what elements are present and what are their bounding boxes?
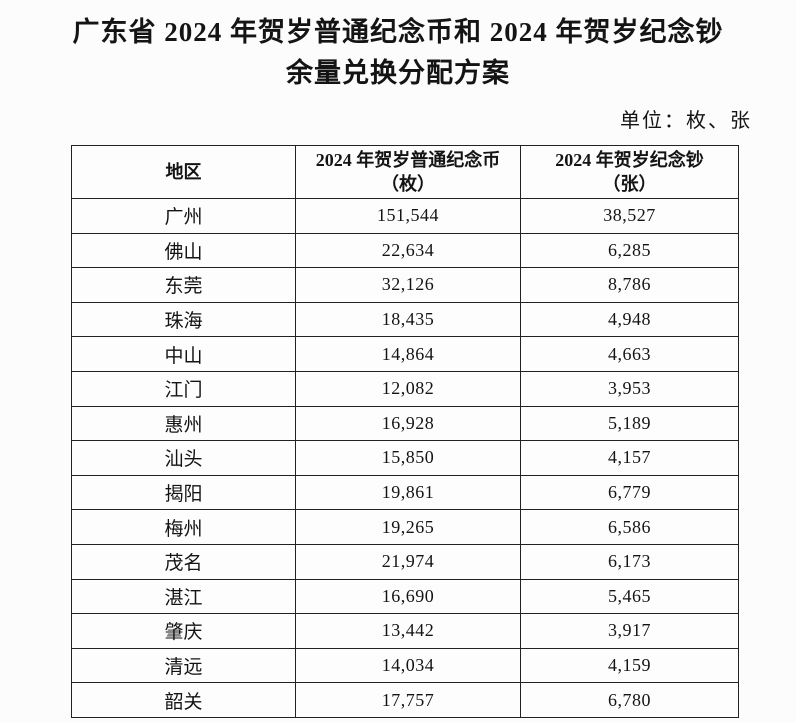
- column-header-region-label: 地区: [165, 162, 202, 182]
- page-title: 广东省 2024 年贺岁普通纪念币和 2024 年贺岁纪念钞 余量兑换分配方案: [0, 0, 796, 94]
- region-cell: 清远: [71, 647, 296, 684]
- table-row: 惠州 16,928 5,189: [71, 405, 739, 442]
- region-cell: 中山: [71, 336, 296, 372]
- table-row: 广州 151,544 38,527: [71, 198, 739, 234]
- column-header-coins-label: 2024 年贺岁普通纪念币: [315, 150, 501, 170]
- region-cell: 珠海: [71, 301, 296, 338]
- coins-cell: 19,265: [295, 509, 521, 545]
- region-cell: 韶关: [71, 682, 296, 718]
- region-cell: 梅州: [71, 509, 296, 545]
- region-cell: 东莞: [71, 267, 296, 303]
- notes-cell: 6,779: [520, 474, 739, 511]
- column-header-coins-unit: （枚）: [381, 174, 435, 194]
- coins-cell: 12,082: [295, 370, 521, 407]
- coins-cell: 16,690: [295, 578, 521, 615]
- table-row: 清远 14,034 4,159: [71, 647, 739, 684]
- column-header-notes-unit: （张）: [602, 174, 657, 194]
- notes-cell: 4,159: [520, 647, 739, 684]
- table-row: 湛江 16,690 5,465: [71, 578, 739, 615]
- region-cell: 汕头: [71, 440, 296, 476]
- region-cell: 湛江: [71, 578, 296, 615]
- notes-cell: 8,786: [520, 267, 739, 303]
- notes-cell: 3,917: [520, 613, 739, 649]
- table-header: 地区 2024 年贺岁普通纪念币 （枚） 2024 年贺岁纪念钞 （张）: [71, 145, 739, 199]
- notes-cell: 6,586: [520, 509, 739, 545]
- coins-cell: 22,634: [295, 232, 521, 269]
- table-row: 江门 12,082 3,953: [71, 370, 739, 407]
- table-row: 珠海 18,435 4,948: [71, 301, 739, 338]
- table-row: 韶关 17,757 6,780: [71, 682, 739, 718]
- table-row: 中山 14,864 4,663: [71, 336, 739, 372]
- coins-cell: 16,928: [295, 405, 521, 442]
- column-header-notes-label: 2024 年贺岁纪念钞: [555, 150, 704, 170]
- table-row: 梅州 19,265 6,586: [71, 509, 739, 545]
- notes-cell: 6,285: [520, 232, 739, 269]
- coins-cell: 21,974: [295, 543, 521, 580]
- column-header-coins: 2024 年贺岁普通纪念币 （枚）: [295, 145, 521, 199]
- coins-cell: 32,126: [295, 267, 521, 303]
- table-row: 茂名 21,974 6,173: [71, 543, 739, 580]
- notes-cell: 6,173: [520, 543, 739, 580]
- notes-cell: 4,157: [520, 440, 739, 476]
- notes-cell: 5,189: [520, 405, 739, 442]
- notes-cell: 5,465: [520, 578, 739, 615]
- region-cell: 茂名: [71, 543, 296, 580]
- page-title-line2: 余量兑换分配方案: [286, 58, 510, 88]
- allocation-table: 地区 2024 年贺岁普通纪念币 （枚） 2024 年贺岁纪念钞 （张） 广州 1…: [71, 145, 739, 718]
- region-cell: 佛山: [71, 232, 296, 269]
- table-row: 东莞 32,126 8,786: [71, 267, 739, 303]
- coins-cell: 14,034: [295, 647, 521, 684]
- coins-cell: 151,544: [295, 198, 521, 234]
- region-cell: 肇庆: [71, 613, 296, 649]
- table-body: 广州 151,544 38,527 佛山 22,634 6,285 东莞 32,126 8,78…: [71, 198, 739, 718]
- unit-note: 单位：枚、张: [620, 110, 752, 132]
- column-header-notes: 2024 年贺岁纪念钞 （张）: [520, 145, 739, 199]
- coins-cell: 18,435: [295, 301, 521, 338]
- table-row: 佛山 22,634 6,285: [71, 232, 739, 269]
- notes-cell: 4,948: [520, 301, 739, 338]
- page-title-line1: 广东省 2024 年贺岁普通纪念币和 2024 年贺岁纪念钞: [72, 17, 724, 47]
- coins-cell: 17,757: [295, 682, 521, 718]
- region-cell: 广州: [71, 198, 296, 234]
- coins-cell: 15,850: [295, 440, 521, 476]
- notes-cell: 3,953: [520, 370, 739, 407]
- table-header-row: 地区 2024 年贺岁普通纪念币 （枚） 2024 年贺岁纪念钞 （张）: [71, 145, 739, 199]
- coins-cell: 14,864: [295, 336, 521, 372]
- region-cell: 惠州: [71, 405, 296, 442]
- notes-cell: 38,527: [520, 198, 739, 234]
- table-row: 汕头 15,850 4,157: [71, 440, 739, 476]
- notes-cell: 4,663: [520, 336, 739, 372]
- notes-cell: 6,780: [520, 682, 739, 718]
- region-cell: 江门: [71, 370, 296, 407]
- region-cell: 揭阳: [71, 474, 296, 511]
- coins-cell: 19,861: [295, 474, 521, 511]
- table-row: 揭阳 19,861 6,779: [71, 474, 739, 511]
- coins-cell: 13,442: [295, 613, 521, 649]
- table-row: 肇庆 13,442 3,917: [71, 613, 739, 649]
- column-header-region: 地区: [71, 145, 296, 199]
